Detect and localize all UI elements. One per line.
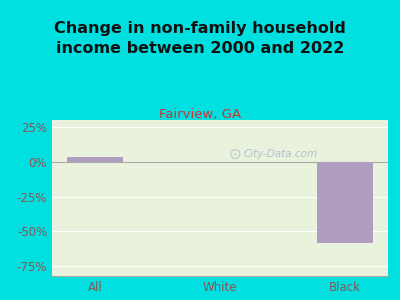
Text: Fairview, GA: Fairview, GA [159, 108, 241, 121]
Text: City-Data.com: City-Data.com [244, 149, 318, 159]
Text: Change in non-family household
income between 2000 and 2022: Change in non-family household income be… [54, 21, 346, 56]
Text: ⊙: ⊙ [229, 147, 242, 162]
Bar [317, 162, 373, 243]
Bar [67, 157, 123, 162]
